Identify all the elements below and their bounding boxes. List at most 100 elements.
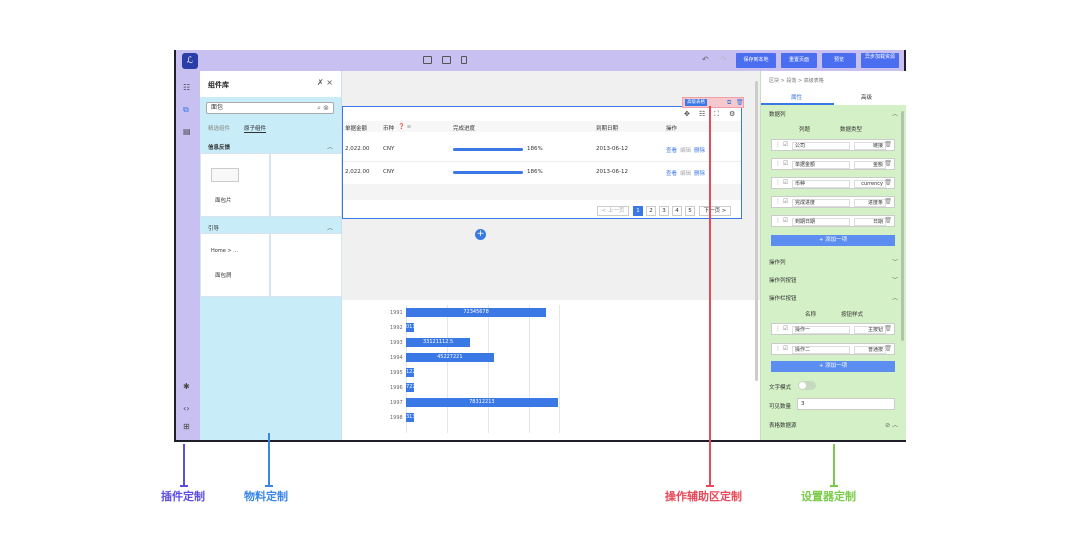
trash-icon[interactable]: 🗑 — [884, 141, 892, 148]
op-style-select[interactable]: 普通按 — [854, 346, 886, 354]
page-2-button[interactable]: 2 — [646, 206, 656, 216]
trash-icon[interactable]: 🗑 — [884, 179, 892, 186]
column-type-select[interactable]: 链接 — [854, 142, 886, 150]
page-3-button[interactable]: 3 — [659, 206, 669, 216]
bug-icon[interactable]: ✱ — [183, 382, 190, 391]
component-card-breadcrumb-piece[interactable]: 面包片 — [200, 153, 270, 217]
drag-edit-icon[interactable]: ⋮ ☑ — [775, 160, 789, 167]
view-link[interactable]: 查看 — [666, 148, 678, 154]
chevron-down-icon[interactable]: ﹀ — [891, 277, 898, 284]
drag-edit-icon[interactable]: ⋮ ☑ — [775, 141, 789, 148]
column-icon[interactable]: ☷ — [699, 110, 706, 118]
component-card-breadcrumb[interactable]: Home > ... 面包屑 — [200, 233, 270, 297]
op-name-input[interactable]: 操作一 — [792, 326, 850, 334]
mobile-view-icon[interactable] — [461, 56, 467, 64]
add-op-button[interactable]: + 添加一项 — [771, 361, 895, 372]
tablet-view-icon[interactable] — [442, 56, 451, 64]
drag-edit-icon[interactable]: ⋮ ☑ — [775, 217, 789, 224]
async-load-button[interactable]: 异步加载资源 — [861, 53, 899, 68]
search-input[interactable]: 面包 ⌕ ⊗ — [206, 102, 334, 114]
save-local-button[interactable]: 保存到本地 — [736, 53, 776, 68]
tab-featured[interactable]: 精选组件 — [208, 126, 231, 132]
info-filter-icon[interactable]: ❓ ≡ — [398, 124, 412, 130]
canvas-scrollbar[interactable] — [755, 81, 758, 381]
chevron-up-icon[interactable]: ︿ — [326, 225, 333, 232]
page-1-button[interactable]: 1 — [633, 206, 643, 216]
search-icon[interactable]: ⌕ ⊗ — [316, 104, 329, 112]
column-type-select[interactable]: 日期 — [854, 218, 886, 226]
page-icon[interactable]: ▤ — [183, 127, 191, 136]
delete-link[interactable]: 删除 — [694, 171, 706, 177]
add-plugin-icon[interactable]: ⊞ — [183, 422, 190, 431]
outline-icon[interactable]: ☷ — [183, 83, 191, 92]
advanced-table[interactable]: ✥ ☷ ⛶ ⚙ 单据金额 币种 ❓ ≡ 完成进度 到期日期 操作 2,022.0… — [342, 106, 742, 219]
column-row[interactable]: ⋮ ☑ 完成进度 进度条 🗑 — [771, 196, 895, 208]
column-title-input[interactable]: 完成进度 — [792, 199, 850, 207]
column-type-select[interactable]: 金额 — [854, 161, 886, 169]
pin-close-icon[interactable]: ✗ × — [317, 78, 333, 87]
visible-count-input[interactable]: 3 — [797, 398, 895, 410]
op-column-button-section[interactable]: 操作列按钮 — [769, 278, 797, 284]
chevron-down-icon[interactable]: ﹀ — [891, 259, 898, 266]
trash-icon[interactable]: 🗑 — [884, 160, 892, 167]
trash-icon[interactable]: 🗑 — [884, 217, 892, 224]
trash-icon[interactable]: 🗑 — [884, 325, 892, 332]
trash-icon[interactable]: 🗑 — [884, 345, 892, 352]
drag-edit-icon[interactable]: ⋮ ☑ — [775, 198, 789, 205]
chevron-up-icon[interactable]: ︿ — [891, 111, 898, 118]
tab-props[interactable]: 属性 — [791, 95, 803, 101]
tab-advanced[interactable]: 高级 — [861, 95, 873, 101]
op-row[interactable]: ⋮ ☑ 操作一 主按钮 🗑 — [771, 323, 895, 335]
drag-edit-icon[interactable]: ⋮ ☑ — [775, 325, 789, 332]
undo-icon[interactable]: ↶ — [702, 55, 709, 64]
column-type-select[interactable]: 进度条 — [854, 199, 886, 207]
delete-link[interactable]: 删除 — [694, 148, 706, 154]
fullscreen-icon[interactable]: ⛶ — [714, 110, 719, 118]
op-column-section[interactable]: 操作列 — [769, 260, 786, 266]
aux-component-label[interactable]: 高级表格 — [685, 99, 707, 106]
edit-link[interactable]: 编辑 — [680, 148, 692, 154]
reset-page-button[interactable]: 重置页面 — [781, 53, 817, 68]
chevron-up-icon[interactable]: ︿ — [891, 295, 898, 302]
column-row[interactable]: ⋮ ☑ 单据金额 金额 🗑 — [771, 158, 895, 170]
redo-icon[interactable]: ↷ — [720, 55, 727, 64]
op-name-input[interactable]: 操作二 — [792, 346, 850, 354]
op-style-select[interactable]: 主按钮 — [854, 326, 886, 334]
breadcrumb[interactable]: 区块 > 段落 > 高级表格 — [769, 78, 824, 84]
trash-icon[interactable]: 🗑 — [884, 198, 892, 205]
table-data-source[interactable]: 表格数据源 — [769, 423, 797, 429]
delete-icon[interactable]: 🗑 — [736, 99, 744, 106]
chevron-up-icon[interactable]: ︿ — [326, 144, 333, 151]
desktop-view-icon[interactable] — [423, 56, 432, 64]
move-icon[interactable]: ✥ — [684, 110, 690, 118]
prev-page-button[interactable]: < 上一页 — [597, 206, 629, 216]
preview-button[interactable]: 预览 — [822, 53, 856, 68]
column-type-select[interactable]: currency — [854, 180, 886, 188]
gear-icon[interactable]: ⚙ — [729, 110, 736, 118]
column-title-input[interactable]: 币种 — [792, 180, 850, 188]
op-row[interactable]: ⋮ ☑ 操作二 普通按 🗑 — [771, 343, 895, 355]
next-page-button[interactable]: 下一页 > — [699, 206, 731, 216]
settings-scrollbar[interactable] — [901, 111, 904, 341]
drag-edit-icon[interactable]: ⋮ ☑ — [775, 345, 789, 352]
text-mode-toggle[interactable] — [798, 381, 816, 390]
add-column-button[interactable]: + 添加一项 — [771, 235, 895, 246]
code-icon[interactable]: ‹› — [183, 404, 190, 413]
drag-edit-icon[interactable]: ⋮ ☑ — [775, 179, 789, 186]
column-title-input[interactable]: 单据金额 — [792, 161, 850, 169]
column-title-input[interactable]: 到期日期 — [792, 218, 850, 226]
column-row[interactable]: ⋮ ☑ 到期日期 日期 🗑 — [771, 215, 895, 227]
component-icon[interactable]: ⧉ — [183, 105, 189, 114]
add-block-button[interactable]: + — [475, 229, 486, 240]
column-title-input[interactable]: 公司 — [792, 142, 850, 150]
edit-link[interactable]: 编辑 — [680, 171, 692, 177]
column-row[interactable]: ⋮ ☑ 公司 链接 🗑 — [771, 139, 895, 151]
chevron-up-icon[interactable]: ⊘ ︿ — [885, 422, 898, 429]
page-4-button[interactable]: 4 — [672, 206, 682, 216]
op-bar-button-section[interactable]: 操作栏按钮 — [769, 296, 797, 302]
tab-atomic[interactable]: 原子组件 — [244, 126, 267, 133]
column-row[interactable]: ⋮ ☑ 币种 currency 🗑 — [771, 177, 895, 189]
copy-icon[interactable]: ⧉ — [727, 99, 732, 106]
page-5-button[interactable]: 5 — [685, 206, 695, 216]
view-link[interactable]: 查看 — [666, 171, 678, 177]
